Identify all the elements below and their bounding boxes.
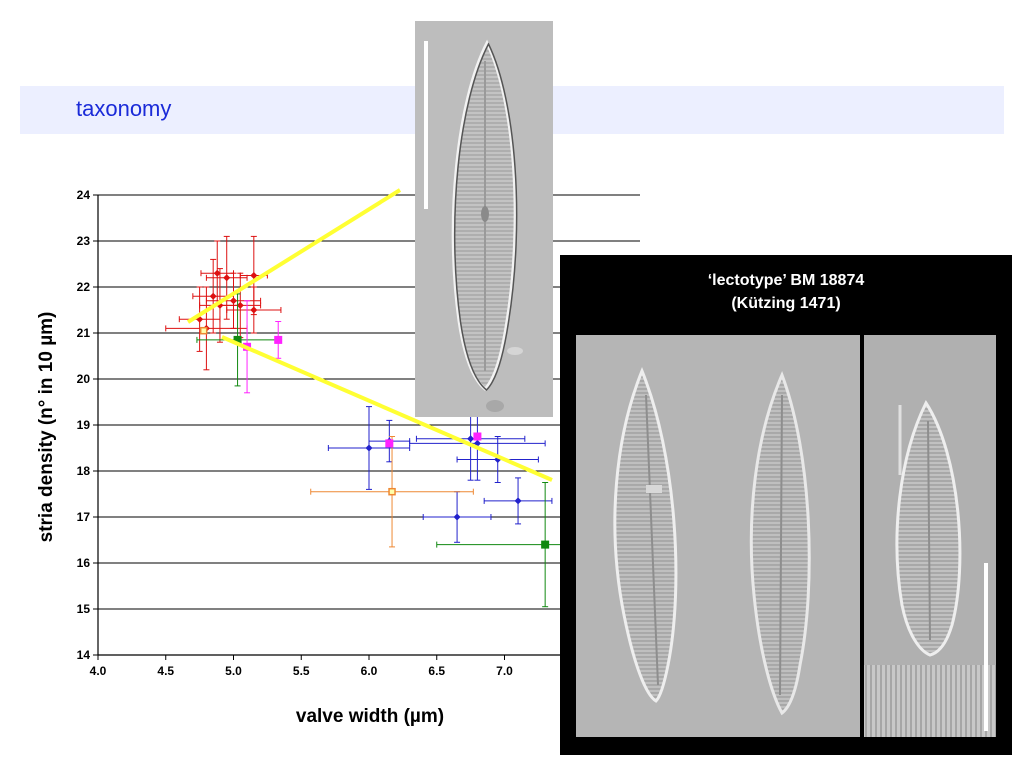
- scale-bar: [424, 41, 428, 209]
- x-axis-label: valve width (µm): [296, 706, 444, 727]
- point-marker: [243, 342, 252, 351]
- data-point: [199, 326, 208, 335]
- x-tick-label: 4.5: [157, 664, 174, 678]
- lectotype-panel: ‘lectotype’ BM 18874 (Kützing 1471): [560, 255, 1012, 755]
- data-point: [274, 321, 283, 359]
- data-point: [205, 272, 262, 329]
- point-marker: [467, 435, 475, 443]
- point-marker: [388, 487, 396, 496]
- point-marker: [385, 439, 394, 448]
- point-marker: [473, 432, 482, 441]
- data-point: [196, 293, 279, 387]
- y-tick-label: 15: [77, 602, 91, 616]
- data-point: [473, 432, 482, 441]
- y-tick-label: 18: [77, 464, 91, 478]
- page-title: taxonomy: [76, 96, 172, 121]
- scale-bar: [984, 563, 988, 731]
- x-tick-label: 4.0: [90, 664, 107, 678]
- y-tick-label: 17: [77, 510, 91, 524]
- y-tick-label: 22: [77, 280, 91, 294]
- lectotype-title: ‘lectotype’ BM 18874: [707, 272, 865, 289]
- point-marker: [494, 456, 502, 463]
- point-marker: [453, 513, 461, 521]
- point-marker: [223, 274, 231, 282]
- x-tick-label: 5.5: [293, 664, 310, 678]
- chart-grid: [98, 194, 640, 610]
- point-marker: [274, 335, 283, 344]
- data-point: [422, 491, 492, 543]
- y-tick-label: 21: [77, 326, 91, 340]
- point-marker: [541, 540, 550, 549]
- lectotype-subtitle: (Kützing 1471): [731, 295, 841, 312]
- y-tick-label: 24: [77, 188, 91, 202]
- data-point: [310, 436, 474, 548]
- y-tick-label: 20: [77, 372, 91, 386]
- point-marker: [230, 297, 237, 305]
- y-tick-label: 16: [77, 556, 91, 570]
- point-marker: [196, 315, 204, 323]
- point-marker: [365, 444, 373, 452]
- diatom-valve-image: [864, 335, 996, 737]
- chart-axes: [93, 194, 641, 660]
- point-marker: [250, 272, 258, 279]
- y-tick-labels: 14 15 16 17 18 19 20 21 22 23 24: [77, 188, 91, 662]
- y-tick-label: 14: [77, 648, 91, 662]
- data-point: [409, 406, 546, 481]
- x-tick-label: 6.5: [428, 664, 445, 678]
- point-marker: [209, 292, 217, 300]
- y-axis-label: stria density (n° in 10 µm): [36, 312, 57, 543]
- x-tick-label: 7.0: [496, 664, 513, 678]
- diatom-valve-image: [415, 21, 553, 417]
- y-tick-label: 19: [77, 418, 91, 432]
- point-marker: [250, 306, 258, 314]
- point-marker: [473, 439, 481, 447]
- x-tick-label: 6.0: [361, 664, 378, 678]
- data-point: [483, 477, 553, 525]
- data-point: [327, 406, 411, 490]
- x-tick-label: 5.0: [225, 664, 242, 678]
- point-marker: [233, 335, 242, 344]
- y-tick-label: 23: [77, 234, 91, 248]
- data-point: [385, 439, 394, 448]
- diatom-valve-image: [576, 335, 860, 737]
- point-marker: [514, 497, 522, 505]
- point-marker: [199, 326, 208, 335]
